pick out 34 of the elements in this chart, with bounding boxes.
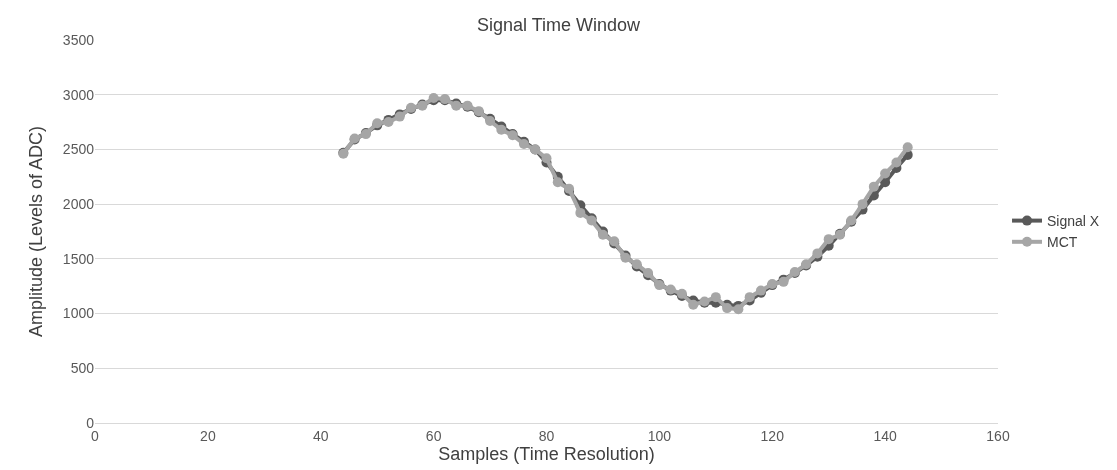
x-tick-label: 80: [538, 427, 555, 444]
y-axis-title: Amplitude (Levels of ADC): [26, 125, 47, 338]
chart-title: Signal Time Window: [476, 15, 642, 36]
x-tick-label: 160: [986, 427, 1010, 444]
x-tick-label: 140: [873, 427, 898, 444]
y-tick-label: 500: [70, 360, 95, 377]
y-tick-label: 1500: [62, 250, 95, 267]
x-tick-label: 20: [200, 427, 216, 444]
point: [688, 299, 699, 310]
y-tick-label: 2000: [62, 196, 95, 213]
point: [857, 199, 868, 210]
point: [823, 234, 834, 245]
y-tick-label: 0: [86, 414, 95, 431]
point: [710, 292, 721, 303]
point: [891, 157, 902, 168]
y-tick-label: 1000: [62, 305, 95, 322]
x-tick-label: 100: [647, 427, 672, 444]
point: [902, 142, 913, 153]
point: [880, 168, 891, 179]
point: [541, 153, 552, 164]
point: [733, 304, 744, 315]
x-tick-label: 120: [760, 427, 785, 444]
y-tick-label: 3000: [62, 86, 95, 103]
legend-label: Signal X: [1047, 213, 1100, 230]
y-tick-label: 2500: [62, 141, 95, 158]
y-tick-label: 3500: [62, 31, 95, 48]
point: [575, 207, 586, 218]
x-axis-title: Samples (Time Resolution): [438, 443, 655, 464]
point: [552, 177, 563, 188]
x-tick-label: 40: [312, 427, 329, 444]
x-tick-label: 60: [425, 427, 442, 444]
point: [868, 181, 879, 192]
legend-label: MCT: [1047, 234, 1078, 251]
point: [722, 303, 733, 314]
